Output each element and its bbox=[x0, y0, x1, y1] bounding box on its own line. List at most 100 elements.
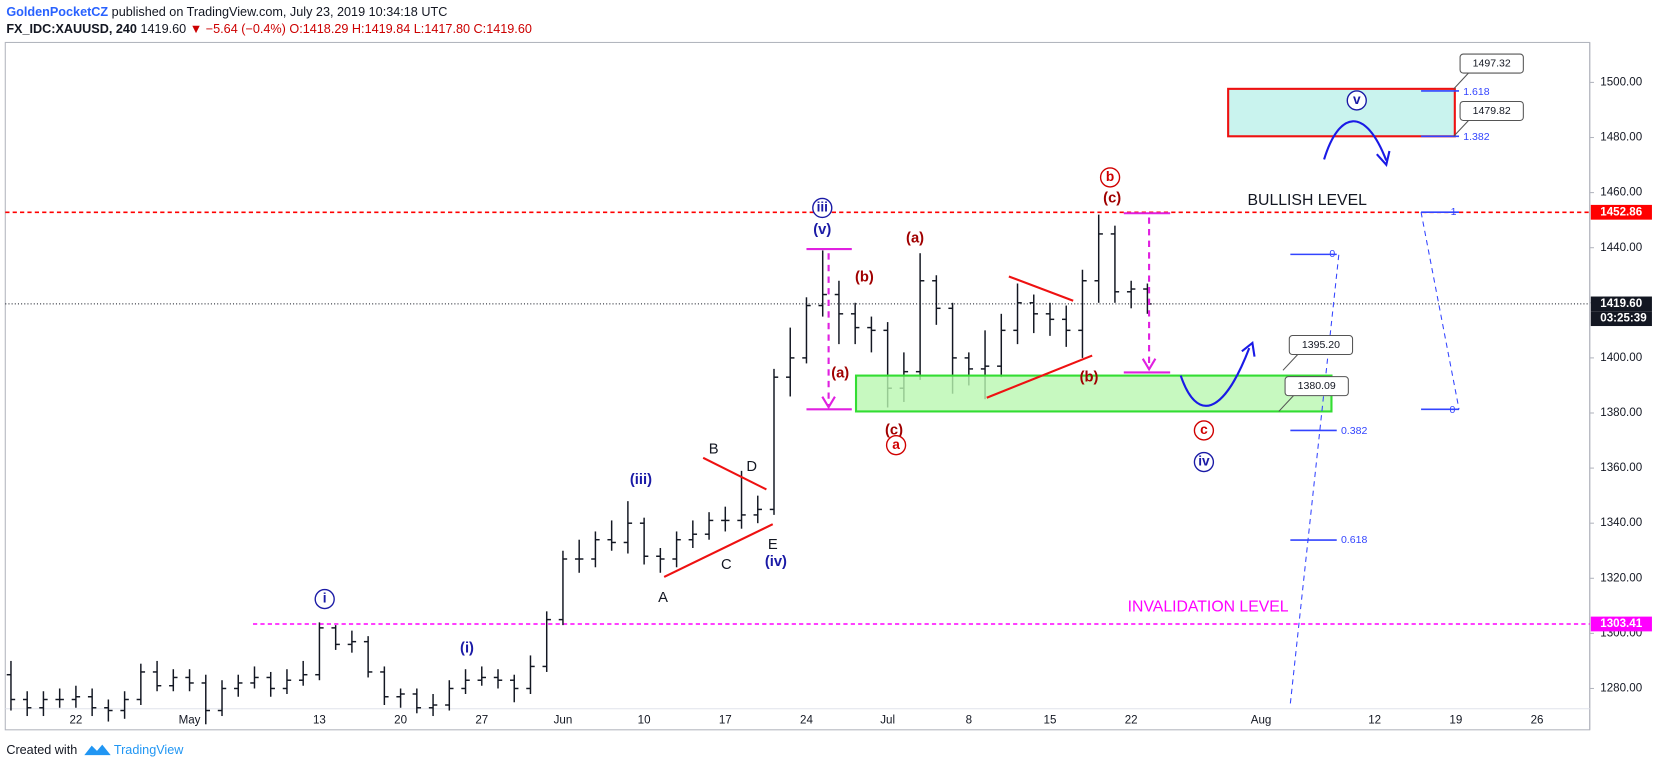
ohlc-bar bbox=[591, 531, 600, 568]
ohlc-bar bbox=[201, 674, 210, 725]
ohlc-bar bbox=[607, 520, 616, 551]
wave-circle bbox=[314, 588, 335, 610]
ohlc-bar bbox=[558, 550, 568, 626]
high: H:1419.84 bbox=[352, 22, 410, 36]
triangle-line bbox=[986, 354, 1093, 399]
y-tick-label: 1380.00 bbox=[1600, 407, 1642, 419]
callout-box bbox=[1459, 53, 1524, 74]
wave-label: v bbox=[1353, 92, 1361, 107]
ohlc-bar bbox=[704, 512, 714, 540]
price-tag-label: 1452.86 bbox=[1600, 206, 1642, 218]
x-tick-label: Jun bbox=[554, 714, 573, 726]
wave-label: C bbox=[721, 557, 732, 573]
ohlc-bar bbox=[1094, 214, 1103, 303]
ohlc-bar bbox=[87, 688, 97, 717]
author[interactable]: GoldenPocketCZ bbox=[6, 5, 108, 19]
change-arrow: ▼ bbox=[190, 22, 203, 36]
ohlc-bar bbox=[152, 660, 162, 692]
change: −5.64 (−0.4%) bbox=[206, 22, 286, 36]
x-tick-label: 17 bbox=[719, 714, 732, 726]
ohlc-bar bbox=[185, 669, 194, 692]
x-tick-label: Aug bbox=[1251, 714, 1272, 726]
wave-label: i bbox=[323, 591, 327, 606]
close: C:1419.60 bbox=[474, 22, 532, 36]
wave-label: a bbox=[892, 437, 900, 452]
wave-label: INVALIDATION LEVEL bbox=[1128, 599, 1289, 616]
x-tick-label: 24 bbox=[800, 714, 813, 726]
wave-label: (c) bbox=[885, 422, 903, 438]
ohlc-bar bbox=[234, 674, 243, 697]
wave-label: (b) bbox=[855, 269, 874, 285]
ohlc-bar bbox=[298, 660, 308, 686]
published: published on TradingView.com, July 23, 2… bbox=[112, 5, 448, 19]
fib-label: 0 bbox=[1450, 404, 1456, 416]
ohlc-bar bbox=[672, 531, 681, 568]
ohlc-bar bbox=[542, 611, 551, 672]
wave-label: (iii) bbox=[630, 472, 652, 488]
x-tick-label: 19 bbox=[1449, 714, 1462, 726]
ohlc-bar bbox=[136, 663, 146, 706]
ohlc-bar bbox=[786, 327, 795, 397]
ohlc-bar bbox=[802, 297, 811, 364]
ohlc-bar bbox=[169, 669, 178, 692]
ohlc-bar bbox=[850, 302, 860, 345]
projection-arrow bbox=[1179, 120, 1391, 407]
measure-arrow bbox=[806, 212, 1171, 411]
callout-label: 1380.09 bbox=[1298, 380, 1336, 392]
wave-label: (i) bbox=[460, 641, 474, 657]
countdown: 03:25:39 bbox=[1600, 313, 1647, 325]
ohlc-bar bbox=[721, 506, 730, 532]
ohlc-bar bbox=[477, 666, 486, 686]
ohlc-bar bbox=[769, 368, 779, 515]
ohlc-bar bbox=[1062, 305, 1071, 347]
ohlc-bar bbox=[55, 688, 64, 708]
ohlc-bar bbox=[867, 316, 876, 353]
wave-label: BULLISH LEVEL bbox=[1248, 192, 1368, 209]
callout-box bbox=[1284, 376, 1349, 397]
ohlc-bar bbox=[834, 280, 844, 345]
ohlc-bar bbox=[22, 691, 32, 717]
ohlc-bar bbox=[623, 501, 633, 554]
callout-pointer bbox=[1453, 120, 1469, 137]
symbol: FX_IDC:XAUUSD, 240 bbox=[6, 22, 137, 36]
price-tag bbox=[1590, 616, 1652, 632]
wave-label: A bbox=[658, 590, 668, 606]
y-tick-label: 1340.00 bbox=[1600, 517, 1642, 529]
callout-label: 1395.20 bbox=[1302, 339, 1340, 351]
wave-label: D bbox=[746, 459, 757, 475]
fib-label: 0.382 bbox=[1341, 425, 1367, 437]
wave-label: c bbox=[1200, 422, 1208, 437]
ohlc-bar bbox=[526, 655, 535, 694]
ohlc-bar bbox=[493, 669, 503, 689]
ohlc-bar bbox=[1013, 283, 1022, 345]
y-tick-label: 1460.00 bbox=[1600, 187, 1642, 199]
ohlc-bar bbox=[71, 685, 81, 708]
ohlc-bar bbox=[217, 680, 227, 717]
ohlc-bar bbox=[331, 625, 340, 650]
x-tick-label: 12 bbox=[1368, 714, 1381, 726]
footer-brand[interactable]: TradingView bbox=[114, 743, 184, 757]
ohlc-bar bbox=[1078, 269, 1087, 358]
wave-label: (a) bbox=[906, 230, 924, 246]
ohlc-bar bbox=[6, 660, 16, 711]
wave-label: (v) bbox=[813, 222, 831, 238]
ohlc-bar bbox=[396, 688, 405, 708]
y-tick-label: 1480.00 bbox=[1600, 132, 1642, 144]
wave-circle bbox=[1099, 167, 1121, 188]
plot: 1280.001300.001320.001340.001360.001380.… bbox=[5, 76, 1652, 726]
triangle-line bbox=[663, 523, 774, 578]
footer-text: Created with bbox=[6, 743, 77, 757]
ohlc-bar bbox=[39, 691, 48, 717]
ohlc-bar bbox=[997, 313, 1006, 378]
wave-label: (a) bbox=[831, 365, 849, 381]
target-zone bbox=[1227, 87, 1456, 138]
fib-label: 1 bbox=[1451, 206, 1457, 218]
wave-label: (b) bbox=[1080, 370, 1099, 386]
logo bbox=[84, 744, 111, 756]
callout-box bbox=[1288, 335, 1354, 356]
wave-label: B bbox=[709, 441, 719, 457]
ohlc-bar bbox=[1126, 280, 1136, 309]
fib-label: 0.618 bbox=[1341, 534, 1367, 546]
wave-label: iii bbox=[817, 200, 828, 215]
